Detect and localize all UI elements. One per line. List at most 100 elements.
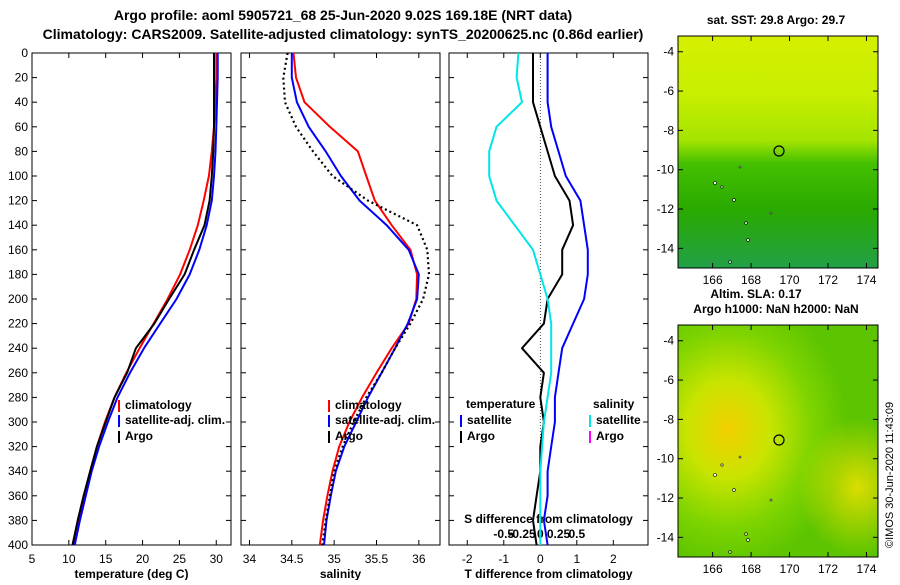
credit-text: ©IMOS 30-Jun-2020 11:43:09 [884,402,896,548]
x-tick-label: -2 [462,552,473,566]
x-tick-label: 10 [62,552,76,566]
height-y-tick-label: -4 [663,334,674,348]
height-y-tick-label: -10 [657,452,675,466]
height-y-tick-label: -8 [663,412,674,426]
depth-tick-label: 60 [15,120,29,134]
s-tick-label: 0.5 [568,527,585,541]
depth-tick-label: 400 [8,538,28,552]
sst-y-tick-label: -14 [657,241,675,255]
legend-sal-argo-label: Argo [596,429,624,443]
series-line-temperature-satellite [542,53,589,546]
x-tick-label: 20 [136,552,150,566]
sst-map: sat. SST: 29.8 Argo: 29.7 Altim. SLA: 0.… [677,13,879,301]
height-x-tick-label: 174 [856,562,876,576]
depth-tick-label: 300 [8,415,28,429]
legend-argo-label: Argo [125,429,153,443]
depth-tick-label: 20 [15,71,29,85]
series-line-satellite-adj-clim- [73,53,219,546]
x-tick-label: 15 [99,552,113,566]
title-line-1: Argo profile: aoml 5905721_68 25-Jun-202… [114,7,572,23]
depth-tick-label: 180 [8,267,28,281]
sst-y-tick-label: -12 [657,202,675,216]
s-axis-label: S difference from climatology [464,512,633,526]
sst-x-tick-label: 166 [703,273,723,287]
map-axes: 166 168 170 172 174 -4 -6 -8 -10 -12 -14 166 168 170 1… [657,36,878,576]
depth-tick-label: 360 [8,489,28,503]
salinity-legend: climatology satellite-adj. clim. Argo [328,398,435,443]
height-map-title: Argo h1000: NaN h2000: NaN [693,302,858,316]
height-x-tick-label: 170 [780,562,800,576]
depth-tick-label: 120 [8,194,28,208]
x-tick-label: 35 [327,552,341,566]
x-tick-label: 36 [412,552,426,566]
depth-tick-label: 280 [8,390,28,404]
legend-sal-satellite-label: satellite [596,413,641,427]
sst-y-tick-label: -4 [663,45,674,59]
height-x-tick-label: 166 [703,562,723,576]
series-line-salinity-satellite [488,52,553,545]
sst-y-tick-label: -6 [663,84,674,98]
depth-tick-label: 200 [8,292,28,306]
legend-salinity-title: salinity [593,397,635,411]
height-x-tick-label: 168 [741,562,761,576]
legend-climatology-label: climatology [125,398,192,412]
argo-position-marker [773,434,785,446]
height-x-tick-label: 172 [818,562,838,576]
sst-x-tick-label: 168 [741,273,761,287]
difference-panel: -2 -1 0 1 2T difference from climatology -0.5… [448,52,649,581]
x-tick-label: 30 [210,552,224,566]
title-line-2: Climatology: CARS2009. Satellite-adjuste… [43,26,644,42]
series-line-argo [282,52,431,546]
x-tick-label: 35.5 [365,552,389,566]
series-line-argo [71,53,215,546]
legend-climatology-label: climatology [335,398,402,412]
x-axis-label: T difference from climatology [464,567,632,580]
x-axis-label: temperature (deg C) [74,567,188,580]
sst-x-tick-label: 174 [856,273,876,287]
x-tick-label: 2 [610,552,617,566]
sst-y-tick-label: -8 [663,123,674,137]
depth-tick-label: 320 [8,440,28,454]
sst-map-footer: Altim. SLA: 0.17 [710,287,802,301]
x-tick-label: 34.5 [280,552,304,566]
s-tick-label: -0.5 [493,527,514,541]
legend-temperature-title: temperature [466,397,536,411]
depth-tick-label: 160 [8,243,28,257]
sst-map-image [677,35,879,269]
sst-y-tick-label: -10 [657,163,675,177]
legend-argo-label: Argo [335,429,363,443]
island-dots [713,165,773,264]
depth-tick-label: 240 [8,341,28,355]
temperature-panel: 0 20 40 60 80 100 120 140 160 180 200 220 240 260 280 3… [8,46,232,581]
height-y-tick-label: -12 [657,491,675,505]
x-tick-label: 0 [537,552,544,566]
depth-tick-label: 260 [8,366,28,380]
depth-tick-label: 220 [8,317,28,331]
s-tick-label: -0.25 [508,527,536,541]
x-tick-label: -1 [498,552,509,566]
salinity-panel: 34 34.5 35 35.5 36 salinity [240,52,441,581]
legend-temp-satellite-label: satellite [467,413,512,427]
x-tick-label: 34 [243,552,257,566]
temperature-legend: climatology satellite-adj. clim. Argo [118,398,225,443]
depth-tick-label: 100 [8,169,28,183]
height-y-tick-label: -14 [657,530,675,544]
height-map: Argo h1000: NaN h2000: NaN [677,302,879,558]
x-tick-label: 25 [173,552,187,566]
plot-frame [31,52,232,546]
depth-tick-label: 340 [8,464,28,478]
legend-satellite-label: satellite-adj. clim. [335,413,435,427]
x-tick-label: 1 [573,552,580,566]
argo-position-marker [773,145,785,157]
depth-tick-label: 380 [8,513,28,527]
sst-map-title: sat. SST: 29.8 Argo: 29.7 [707,13,846,27]
x-axis-label: salinity [320,567,362,580]
series-line-satellite-adj-clim- [290,53,420,546]
legend-satellite-label: satellite-adj. clim. [125,413,225,427]
depth-tick-label: 40 [15,95,29,109]
height-map-overlay [679,326,877,556]
depth-tick-label: 0 [21,46,28,60]
sst-x-tick-label: 170 [780,273,800,287]
height-y-tick-label: -6 [663,373,674,387]
